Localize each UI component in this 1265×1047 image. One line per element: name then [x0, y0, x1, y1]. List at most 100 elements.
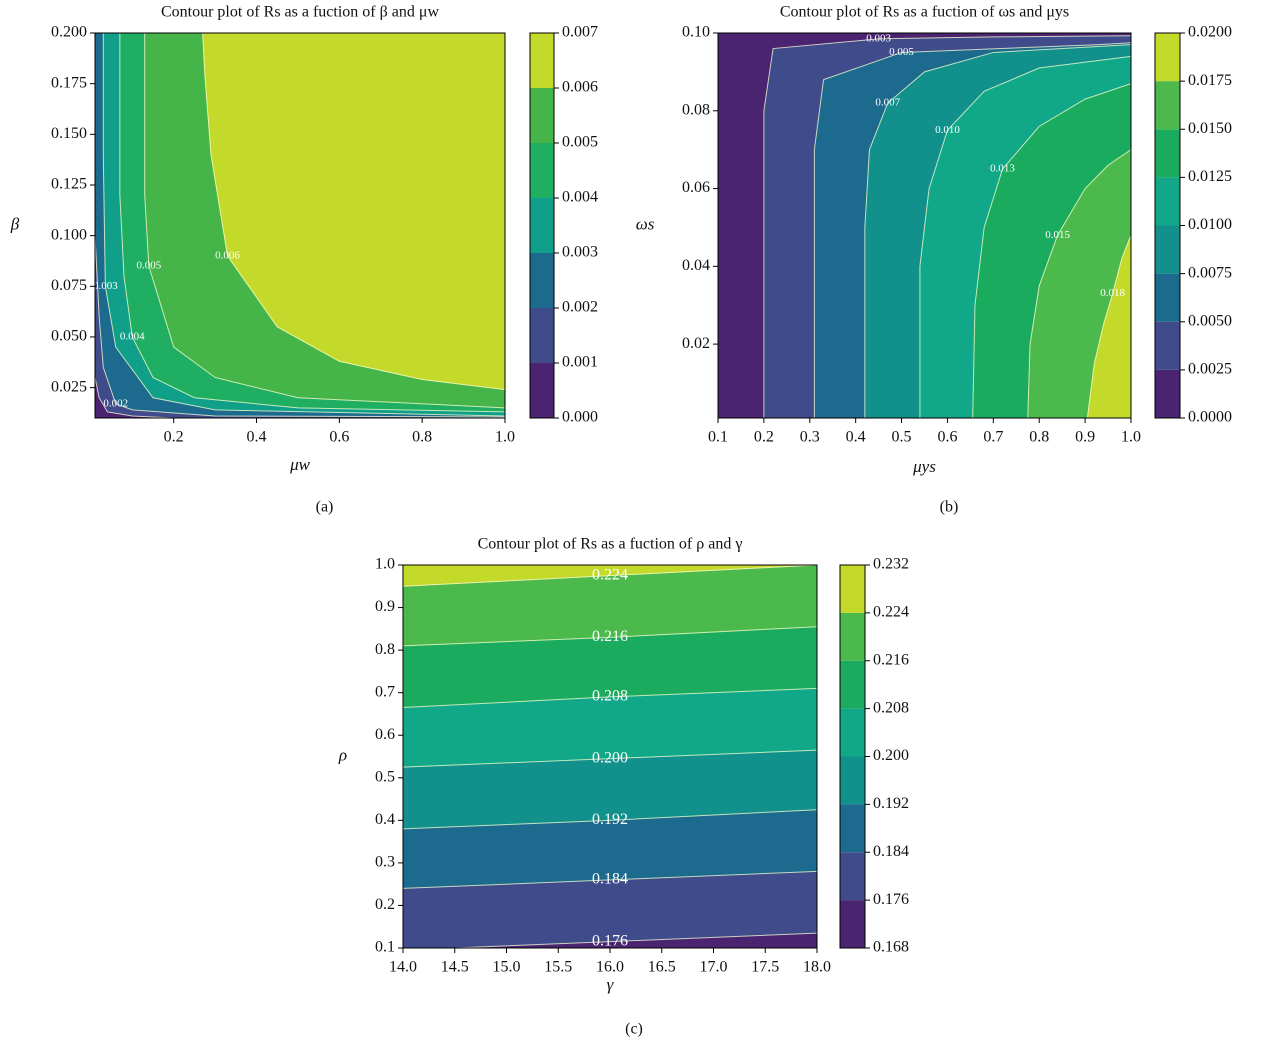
colorbar-band — [1155, 225, 1180, 274]
contour-label: 0.200 — [592, 749, 628, 766]
y-axis-label: β — [10, 214, 20, 233]
colorbar-band — [1155, 129, 1180, 178]
x-tick-label: 0.3 — [800, 429, 820, 446]
y-tick-label: 0.100 — [51, 226, 87, 243]
x-tick-label: 0.5 — [892, 429, 912, 446]
x-tick-label: 0.7 — [983, 429, 1003, 446]
colorbar-band — [840, 565, 865, 613]
contour-line — [919, 55, 1131, 418]
contour-label: 0.015 — [1045, 229, 1070, 241]
colorbar-tick-label: 0.192 — [873, 795, 909, 812]
contour-label: 0.013 — [990, 163, 1015, 175]
colorbar-band — [530, 143, 554, 198]
colorbar-band — [840, 612, 865, 661]
y-tick-label: 0.6 — [375, 726, 395, 743]
contour-label: 0.002 — [103, 397, 128, 409]
x-tick-label: 1.0 — [1121, 429, 1141, 446]
y-tick-label: 0.7 — [375, 683, 395, 700]
axes-frame — [94, 32, 506, 419]
x-tick-label: 15.5 — [544, 959, 572, 976]
contour-label: 0.184 — [592, 871, 628, 888]
y-tick-label: 0.125 — [51, 176, 87, 193]
x-tick-label: 0.6 — [937, 429, 957, 446]
colorbar-tick-label: 0.002 — [562, 299, 598, 316]
plot-area: 0.176 0.184 0.192 0.200 0.208 0.216 0.224 14.0 1… — [338, 536, 909, 1038]
colorbar-tick-label: 0.0125 — [1188, 168, 1232, 185]
colorbar-band — [840, 804, 865, 853]
colorbar-tick-label: 0.184 — [873, 843, 909, 860]
panel-label: (c) — [625, 1021, 643, 1038]
contour-line — [144, 33, 505, 409]
contour-layer: 0.176 0.184 0.192 0.200 0.208 0.216 0.224 — [403, 565, 817, 948]
y-tick-label: 0.2 — [375, 896, 395, 913]
x-tick-label: 16.5 — [648, 959, 676, 976]
contour-label: 0.224 — [592, 566, 628, 583]
contour-line — [403, 687, 817, 709]
colorbar-band — [1155, 81, 1180, 130]
colorbar-band — [1155, 33, 1180, 82]
y-tick-label: 0.9 — [375, 598, 395, 615]
plot-area: 0.003 0.005 0.007 0.010 0.013 0.015 0.018 0.1 0.… — [636, 4, 1232, 516]
colorbar-tick-label: 0.004 — [562, 189, 598, 206]
contour-line — [403, 870, 817, 889]
y-tick-label: 1.0 — [375, 556, 395, 573]
x-tick-label: 0.4 — [247, 429, 267, 446]
axes-frame — [717, 32, 1132, 419]
contour-layer: 0.003 0.005 0.007 0.010 0.013 0.015 0.018 — [718, 32, 1131, 418]
colorbar-band — [1155, 369, 1180, 418]
colorbar-band — [530, 198, 554, 253]
contour-line — [95, 235, 505, 418]
colorbar-band — [840, 708, 865, 757]
chart-title: Contour plot of Rs as a fuction of ωs an… — [780, 4, 1069, 21]
contour-line — [403, 626, 817, 647]
colorbar-tick-label: 0.168 — [873, 939, 909, 956]
x-tick-label: 15.0 — [493, 959, 521, 976]
y-tick-label: 0.150 — [51, 125, 87, 142]
contour-line — [403, 809, 817, 830]
contour-label: 0.192 — [592, 811, 628, 828]
y-tick-label: 0.06 — [682, 179, 710, 196]
x-axis-label: μw — [289, 455, 311, 474]
colorbar-tick-label: 0.0050 — [1188, 312, 1232, 329]
contour-line — [813, 42, 1131, 418]
chart-title: Contour plot of Rs as a fuction of β and… — [161, 4, 439, 21]
contour-label: 0.216 — [592, 628, 628, 645]
x-tick-label: 0.9 — [1075, 429, 1095, 446]
colorbar-tick-label: 0.003 — [562, 244, 598, 261]
y-tick-label: 0.10 — [682, 24, 710, 41]
y-tick-label: 0.025 — [51, 378, 87, 395]
x-tick-label: 0.8 — [412, 429, 432, 446]
contour-label: 0.006 — [215, 249, 240, 261]
x-tick-label: 0.2 — [164, 429, 184, 446]
contour-label: 0.003 — [866, 32, 891, 44]
y-tick-label: 0.200 — [51, 24, 87, 41]
colorbar-tick-label: 0.005 — [562, 134, 598, 151]
x-axis-label: γ — [607, 975, 615, 994]
colorbar-band — [840, 756, 865, 805]
y-tick-label: 0.04 — [682, 257, 710, 274]
panel-label: (b) — [940, 499, 959, 516]
colorbar-band — [840, 900, 865, 948]
y-tick-label: 0.075 — [51, 277, 87, 294]
y-tick-label: 0.1 — [375, 939, 395, 956]
x-tick-label: 0.4 — [846, 429, 866, 446]
colorbar-tick-label: 0.006 — [562, 79, 598, 96]
contour-label: 0.004 — [120, 330, 145, 342]
y-axis-label: ρ — [338, 745, 347, 764]
contour-label: 0.010 — [935, 124, 960, 136]
x-tick-label: 14.0 — [389, 959, 417, 976]
x-tick-label: 0.2 — [754, 429, 774, 446]
contour-line — [403, 749, 817, 768]
contour-line — [102, 33, 505, 417]
contour-line — [454, 932, 817, 948]
contour-line — [119, 33, 505, 413]
x-tick-label: 1.0 — [495, 429, 515, 446]
contour-line — [95, 377, 174, 418]
colorbar-tick-label: 0.176 — [873, 891, 909, 908]
plot-area: 0.002 0.003 0.004 0.005 0.006 0.2 0.4 0.6 0.8 1.0… — [10, 4, 598, 516]
contour-line — [864, 44, 1131, 418]
contour-label: 0.003 — [93, 280, 118, 292]
colorbar-band — [1155, 321, 1180, 370]
contour-line — [763, 35, 1131, 418]
